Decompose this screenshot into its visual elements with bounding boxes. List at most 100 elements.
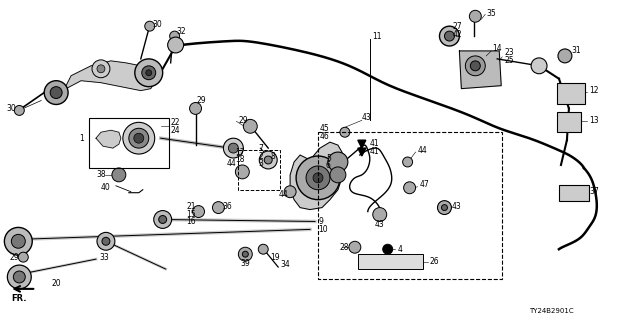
Circle shape (259, 244, 268, 254)
Text: 29: 29 (238, 116, 248, 125)
Circle shape (340, 127, 350, 137)
Circle shape (440, 26, 460, 46)
Text: 7: 7 (259, 144, 263, 153)
Text: 26: 26 (429, 257, 439, 266)
Text: 9: 9 (318, 217, 323, 226)
Text: 29: 29 (196, 96, 206, 105)
Bar (557, 112, 581, 132)
Circle shape (465, 56, 485, 76)
Text: 40: 40 (101, 183, 111, 192)
Text: 43: 43 (362, 113, 372, 122)
Circle shape (442, 204, 447, 211)
Text: 12: 12 (589, 86, 598, 95)
Text: 24: 24 (171, 126, 180, 135)
Circle shape (558, 49, 572, 63)
Text: 33: 33 (99, 253, 109, 262)
Circle shape (223, 138, 243, 158)
Text: 43: 43 (375, 220, 385, 229)
Text: 21: 21 (187, 202, 196, 211)
Text: 8: 8 (270, 152, 275, 161)
Text: 46: 46 (320, 132, 330, 141)
Text: 47: 47 (420, 180, 429, 189)
Circle shape (159, 215, 166, 223)
Text: 2: 2 (259, 152, 263, 161)
Circle shape (19, 252, 28, 262)
Circle shape (403, 157, 413, 167)
Circle shape (328, 152, 348, 172)
Circle shape (129, 128, 148, 148)
Text: 41: 41 (370, 139, 380, 148)
Polygon shape (358, 148, 366, 156)
Circle shape (97, 65, 105, 73)
Text: 14: 14 (492, 44, 502, 53)
Text: 37: 37 (590, 187, 600, 196)
Text: 43: 43 (451, 202, 461, 211)
Circle shape (170, 31, 180, 41)
Circle shape (238, 247, 252, 261)
Circle shape (438, 201, 451, 214)
Text: 22: 22 (171, 118, 180, 127)
Circle shape (142, 66, 156, 80)
Circle shape (4, 228, 32, 255)
Circle shape (97, 232, 115, 250)
Circle shape (444, 31, 454, 41)
Circle shape (236, 165, 250, 179)
Polygon shape (61, 61, 156, 96)
Circle shape (264, 156, 272, 164)
Circle shape (193, 206, 205, 218)
Circle shape (330, 167, 346, 183)
Circle shape (102, 237, 110, 245)
Bar (318, 132, 502, 279)
Circle shape (189, 102, 202, 114)
Text: 13: 13 (589, 116, 598, 125)
Circle shape (349, 241, 361, 253)
Text: 30: 30 (153, 20, 163, 29)
Polygon shape (290, 142, 345, 210)
Text: 5: 5 (326, 154, 331, 163)
Circle shape (50, 87, 62, 99)
Text: 42: 42 (452, 30, 462, 39)
Text: 16: 16 (187, 217, 196, 226)
Circle shape (243, 119, 257, 133)
Text: 18: 18 (236, 156, 245, 164)
Circle shape (154, 211, 172, 228)
Bar (89, 118, 169, 168)
Bar (238, 150, 280, 190)
Text: 45: 45 (320, 124, 330, 133)
Text: 19: 19 (270, 253, 280, 262)
Text: 41: 41 (370, 147, 380, 156)
Circle shape (470, 61, 480, 71)
Text: 20: 20 (51, 279, 61, 288)
Circle shape (134, 133, 144, 143)
Text: FR.: FR. (12, 294, 27, 303)
Text: 29: 29 (10, 253, 19, 262)
Circle shape (372, 208, 387, 221)
Circle shape (259, 151, 277, 169)
Text: 44: 44 (278, 190, 288, 199)
Circle shape (306, 166, 330, 190)
Text: 35: 35 (486, 9, 496, 18)
Text: 28: 28 (340, 243, 349, 252)
Text: 32: 32 (177, 27, 186, 36)
Circle shape (13, 271, 26, 283)
Text: 25: 25 (504, 56, 514, 65)
Text: 23: 23 (504, 48, 514, 57)
Text: 44: 44 (227, 159, 236, 168)
Circle shape (296, 156, 340, 200)
Circle shape (112, 168, 126, 182)
Circle shape (145, 21, 155, 31)
Circle shape (243, 251, 248, 257)
Polygon shape (460, 51, 501, 89)
Circle shape (92, 60, 110, 78)
Text: 31: 31 (571, 46, 580, 55)
Text: 27: 27 (452, 22, 462, 31)
Circle shape (12, 234, 26, 248)
Circle shape (146, 70, 152, 76)
Polygon shape (358, 140, 366, 148)
Text: 44: 44 (417, 146, 428, 155)
Text: 3: 3 (259, 159, 263, 168)
Bar (559, 185, 589, 201)
Circle shape (123, 122, 155, 154)
Text: 6: 6 (326, 162, 331, 171)
Circle shape (212, 202, 225, 213)
